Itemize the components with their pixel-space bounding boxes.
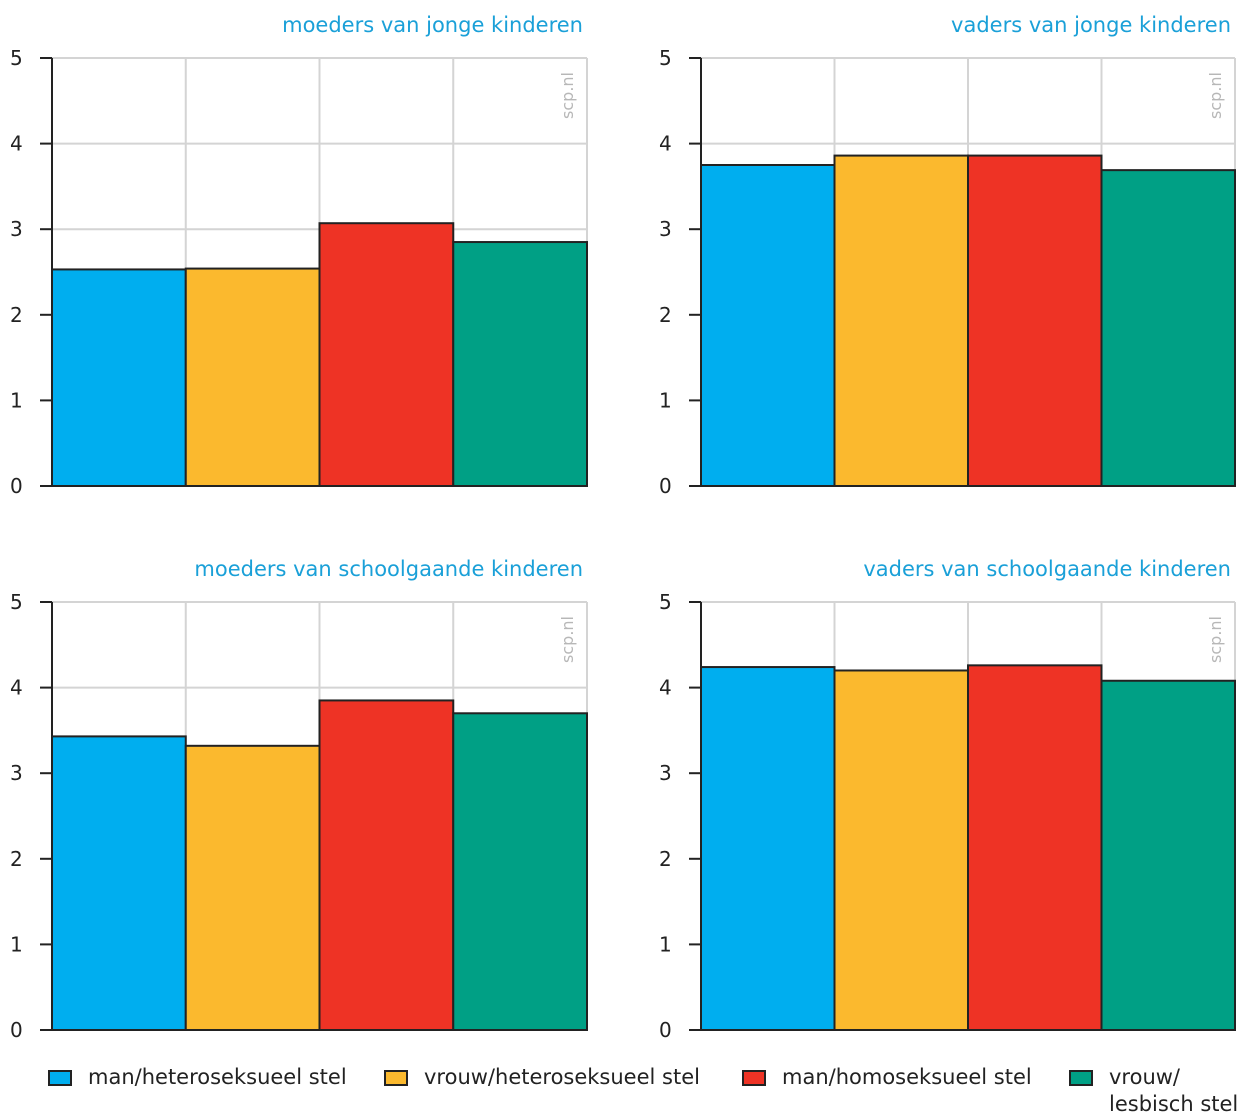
y-tick-label: 4 (10, 676, 23, 700)
legend-swatch (742, 1070, 766, 1086)
chart-panel-4: 0 1 2 3 4 5 vaders van schoolgaande kinderen sc… (659, 557, 1236, 1042)
y-tick-label: 0 (659, 474, 672, 498)
chart-title: vaders van schoolgaande kinderen (863, 557, 1231, 581)
legend-swatch (48, 1070, 72, 1086)
legend-label: vrouw/heteroseksueel stel (424, 1065, 700, 1089)
y-tick-label: 2 (10, 303, 23, 327)
chart-panel-2: 0 1 2 3 4 5 vaders van jonge kinderen scp.nl (659, 13, 1236, 498)
chart-panel-1: 0 1 2 3 4 5 moeders van jonge kinderen scp.nl (10, 13, 588, 498)
y-tick-label: 3 (10, 217, 23, 241)
y-tick-label: 0 (659, 1018, 672, 1042)
bar (318, 222, 455, 487)
bar (184, 267, 321, 487)
y-tick-label: 4 (10, 132, 23, 156)
watermark-text: scp.nl (1206, 616, 1225, 663)
legend-label: man/heteroseksueel stel (88, 1065, 347, 1089)
y-tick-label: 2 (10, 847, 23, 871)
y-tick-label: 1 (10, 388, 23, 412)
bar (700, 666, 836, 1032)
y-tick-label: 1 (659, 932, 672, 956)
bar (452, 241, 588, 487)
y-tick-label: 1 (659, 388, 672, 412)
bar (967, 664, 1103, 1031)
y-tick-label: 5 (659, 46, 672, 70)
bar (700, 164, 836, 487)
chart-title: moeders van schoolgaande kinderen (194, 557, 583, 581)
y-tick-label: 1 (10, 932, 23, 956)
legend-item-vrouw-heteroseksueel: vrouw/heteroseksueel stel (384, 1064, 700, 1091)
y-tick-label: 0 (10, 474, 23, 498)
y-tick-label: 3 (659, 217, 672, 241)
y-tick-label: 3 (659, 761, 672, 785)
bar (452, 712, 588, 1032)
chart-panel-3: 0 1 2 3 4 5 moeders van schoolgaande kinderen s… (10, 557, 588, 1042)
bar (184, 744, 321, 1031)
y-tick-label: 2 (659, 847, 672, 871)
chart-title: vaders van jonge kinderen (951, 13, 1231, 37)
y-tick-label: 3 (10, 761, 23, 785)
bar (833, 669, 969, 1031)
legend-label: man/homoseksueel stel (782, 1065, 1032, 1089)
watermark-text: scp.nl (558, 72, 577, 119)
y-tick-label: 5 (10, 46, 23, 70)
legend-swatch (1069, 1070, 1093, 1086)
y-tick-label: 5 (10, 590, 23, 614)
chart-title: moeders van jonge kinderen (282, 13, 583, 37)
bar (833, 154, 969, 487)
legend-item-man-heteroseksueel: man/heteroseksueel stel (48, 1064, 347, 1091)
bar (318, 699, 455, 1031)
y-tick-label: 4 (659, 676, 672, 700)
legend-label: vrouw/ lesbisch stel (1109, 1065, 1239, 1116)
bar (967, 154, 1103, 487)
y-tick-label: 0 (10, 1018, 23, 1042)
y-tick-label: 4 (659, 132, 672, 156)
y-tick-label: 2 (659, 303, 672, 327)
bar (51, 735, 187, 1032)
watermark-text: scp.nl (558, 616, 577, 663)
watermark-text: scp.nl (1206, 72, 1225, 119)
legend-item-man-homoseksueel: man/homoseksueel stel (742, 1064, 1032, 1091)
legend-swatch (384, 1070, 408, 1086)
bar (1100, 169, 1236, 488)
y-tick-label: 5 (659, 590, 672, 614)
legend-item-vrouw-lesbisch: vrouw/ lesbisch stel (1069, 1064, 1238, 1118)
bar (1100, 679, 1236, 1031)
bar (51, 268, 187, 487)
